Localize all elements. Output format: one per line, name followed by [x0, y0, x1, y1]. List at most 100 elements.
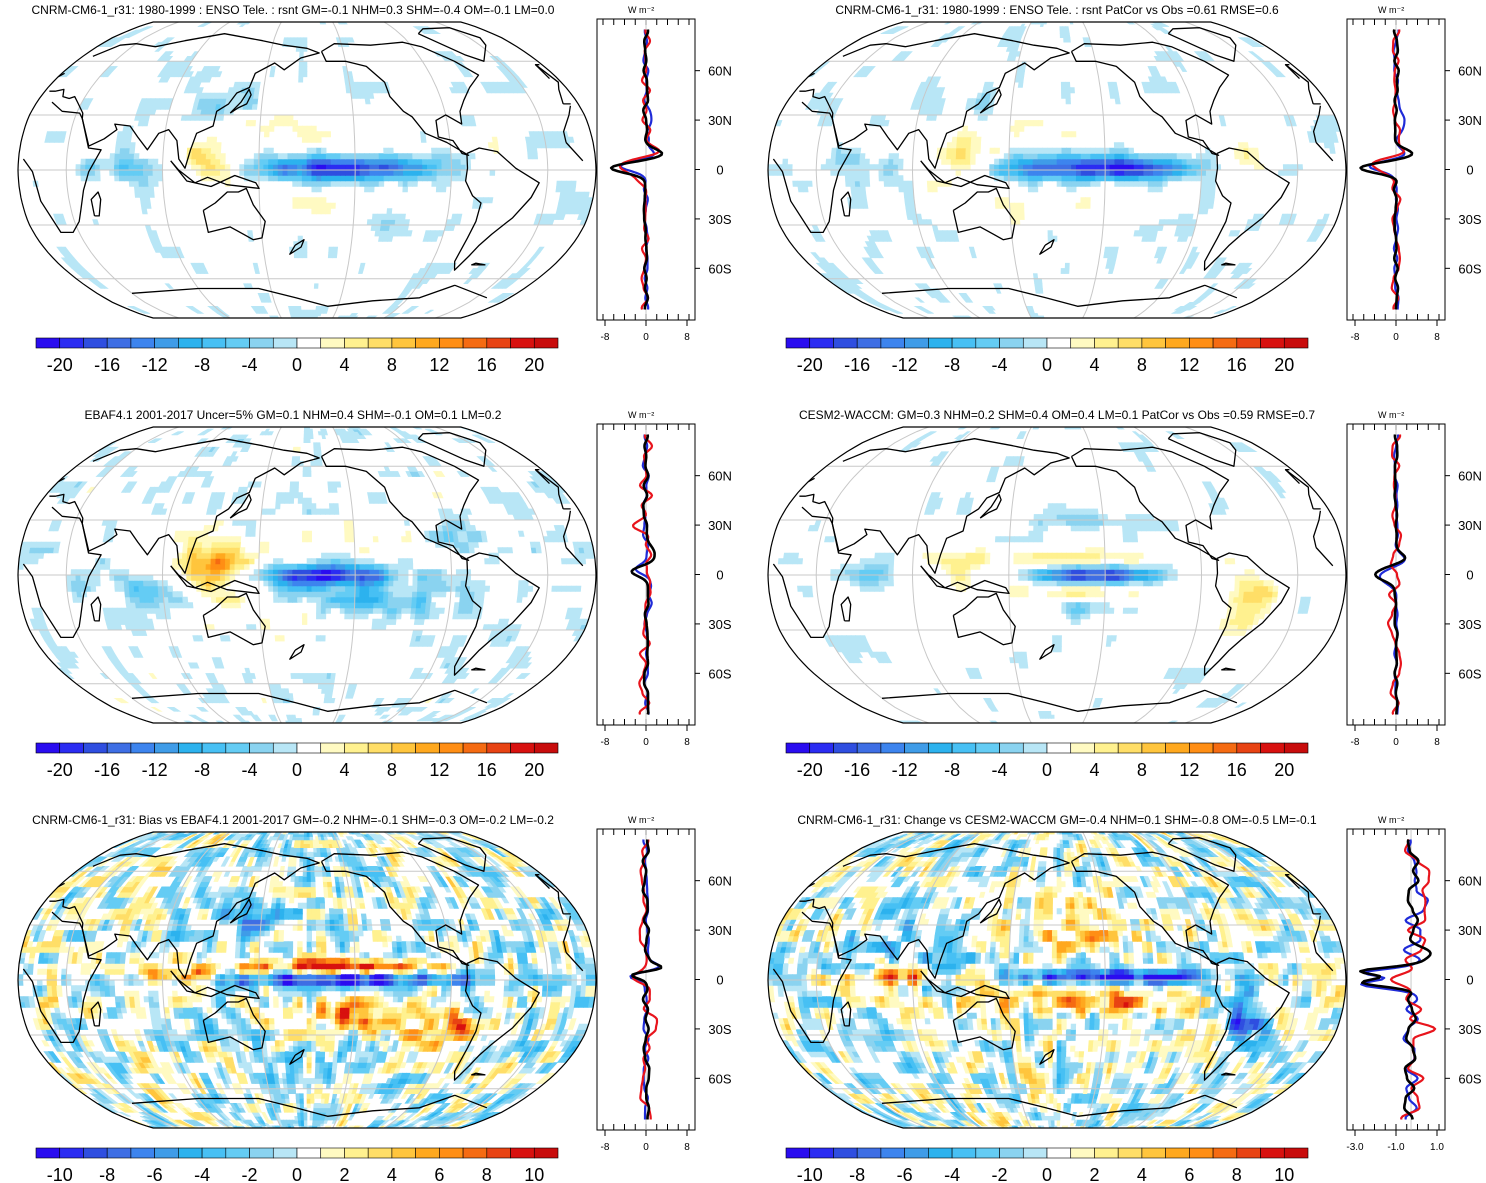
colorbar-swatch: [809, 1147, 834, 1159]
panel-4: CESM2-WACCM: GM=0.3 NHM=0.2 SHM=0.4 OM=0…: [767, 408, 1482, 780]
colorbar-tick-label: -20: [797, 760, 823, 780]
colorbar-swatch: [486, 1147, 511, 1159]
colorbar-tick-label: 6: [434, 1165, 444, 1183]
zonal-lat-label: 30N: [708, 113, 732, 128]
colorbar-swatch: [367, 337, 393, 349]
colorbar-swatch: [510, 337, 535, 349]
colorbar-swatch: [178, 742, 203, 754]
colorbar-tick-label: -12: [892, 355, 918, 375]
colorbar-swatch: [201, 337, 227, 349]
zonal-lat-label: 60S: [708, 261, 731, 276]
colorbar-swatch: [904, 337, 929, 349]
colorbar-swatch: [1070, 742, 1095, 754]
colorbar-swatch: [1165, 742, 1190, 754]
colorbar: -20 -16 -12 -8 -4 0 4 8 12 16 20: [785, 337, 1309, 375]
colorbar-tick-label: 2: [339, 1165, 349, 1183]
zonal-curve-black: [1374, 434, 1407, 715]
colorbar-swatch: [928, 742, 953, 754]
colorbar-swatch: [178, 337, 203, 349]
map-boundary: [17, 426, 597, 724]
zonal-curve-black: [609, 29, 664, 310]
colorbar-swatch: [225, 1147, 250, 1159]
colorbar-swatch: [154, 1147, 179, 1159]
colorbar-swatch: [344, 742, 369, 754]
zonal-lat-label: 0: [1466, 163, 1473, 178]
zonal-x-tick: -8: [601, 737, 610, 748]
colorbar-swatch: [928, 1147, 953, 1159]
colorbar-swatch: [1236, 742, 1261, 754]
zonal-x-tick: 0: [643, 332, 649, 343]
colorbar-swatch: [1212, 1147, 1238, 1159]
colorbar-swatch: [1283, 1147, 1309, 1159]
colorbar-swatch: [999, 1147, 1024, 1159]
colorbar-tick-label: 16: [1227, 355, 1247, 375]
colorbar-swatch: [249, 742, 274, 754]
field-contours: [768, 22, 1341, 318]
colorbar-swatch: [1117, 337, 1143, 349]
colorbar-swatch: [415, 1147, 440, 1159]
map-boundary: [17, 21, 597, 319]
zonal-lat-label: 60N: [708, 469, 732, 484]
colorbar-swatch: [533, 1147, 559, 1159]
colorbar-swatch: [975, 1147, 1000, 1159]
colorbar-swatch: [296, 742, 322, 754]
zonal-lat-label: 30S: [708, 212, 731, 227]
colorbar-swatch: [1117, 742, 1143, 754]
colorbar-swatch: [154, 337, 179, 349]
colorbar-swatch: [59, 337, 84, 349]
colorbar-swatch: [833, 1147, 858, 1159]
colorbar-tick-label: 4: [339, 355, 349, 375]
colorbar-tick-label: 8: [1137, 760, 1147, 780]
colorbar-tick-label: 20: [1274, 355, 1294, 375]
zonal-lat-label: 0: [716, 973, 723, 988]
zonal-lat-label: 30N: [1458, 518, 1482, 533]
zonal-x-tick: -8: [601, 332, 610, 343]
panel-2: CNRM-CM6-1_r31: 1980-1999 : ENSO Tele. :…: [767, 3, 1482, 375]
zonal-mean-panel: W m⁻² -8 0 8 60N 30N 0 30S 60S: [596, 815, 732, 1153]
colorbar: -20 -16 -12 -8 -4 0 4 8 12 16 20: [785, 742, 1309, 780]
colorbar-swatch: [785, 742, 811, 754]
colorbar-swatch: [106, 337, 132, 349]
colorbar-swatch: [1212, 742, 1238, 754]
colorbar-swatch: [1141, 337, 1166, 349]
zonal-x-tick: 0: [643, 737, 649, 748]
colorbar-swatch: [130, 1147, 155, 1159]
zonal-lat-label: 30S: [1458, 1022, 1481, 1037]
colorbar-tick-label: -8: [944, 760, 960, 780]
colorbar-tick-label: -8: [194, 760, 210, 780]
colorbar-tick-label: -4: [194, 1165, 210, 1183]
colorbar-swatch: [1117, 1147, 1143, 1159]
colorbar-tick-label: 4: [339, 760, 349, 780]
zonal-lat-label: 30S: [1458, 617, 1481, 632]
colorbar-swatch: [809, 337, 834, 349]
zonal-x-tick: 0: [643, 1142, 649, 1153]
zonal-curve-red: [632, 434, 654, 715]
colorbar-swatch: [320, 1147, 345, 1159]
colorbar-swatch: [178, 1147, 203, 1159]
colorbar-tick-label: 0: [292, 1165, 302, 1183]
panel-5: CNRM-CM6-1_r31: Bias vs EBAF4.1 2001-201…: [17, 813, 732, 1183]
colorbar-swatch: [415, 742, 440, 754]
zonal-mean-panel: W m⁻² -8 0 8 60N 30N 0 30S 60S: [1346, 410, 1482, 748]
colorbar-swatch: [904, 742, 929, 754]
colorbar-tick-label: 0: [1042, 355, 1052, 375]
colorbar-swatch: [1070, 1147, 1095, 1159]
colorbar-swatch: [391, 1147, 416, 1159]
colorbar-swatch: [1189, 1147, 1214, 1159]
colorbar-tick-label: -12: [142, 760, 168, 780]
zonal-x-tick: 0: [1393, 332, 1399, 343]
colorbar-swatch: [809, 742, 834, 754]
colorbar-swatch: [1070, 337, 1095, 349]
colorbar-tick-label: 12: [1179, 355, 1199, 375]
colorbar-swatch: [130, 337, 155, 349]
zonal-lat-label: 0: [716, 163, 723, 178]
zonal-curve-blue: [619, 29, 656, 310]
zonal-x-tick: 8: [684, 737, 690, 748]
colorbar-swatch: [856, 337, 882, 349]
coastlines: [772, 837, 1334, 1117]
panel-6: CNRM-CM6-1_r31: Change vs CESM2-WACCM GM…: [767, 813, 1482, 1183]
colorbar-tick-label: -16: [94, 355, 120, 375]
colorbar-swatch: [951, 1147, 977, 1159]
coastlines: [22, 27, 584, 307]
colorbar-tick-label: -12: [892, 760, 918, 780]
